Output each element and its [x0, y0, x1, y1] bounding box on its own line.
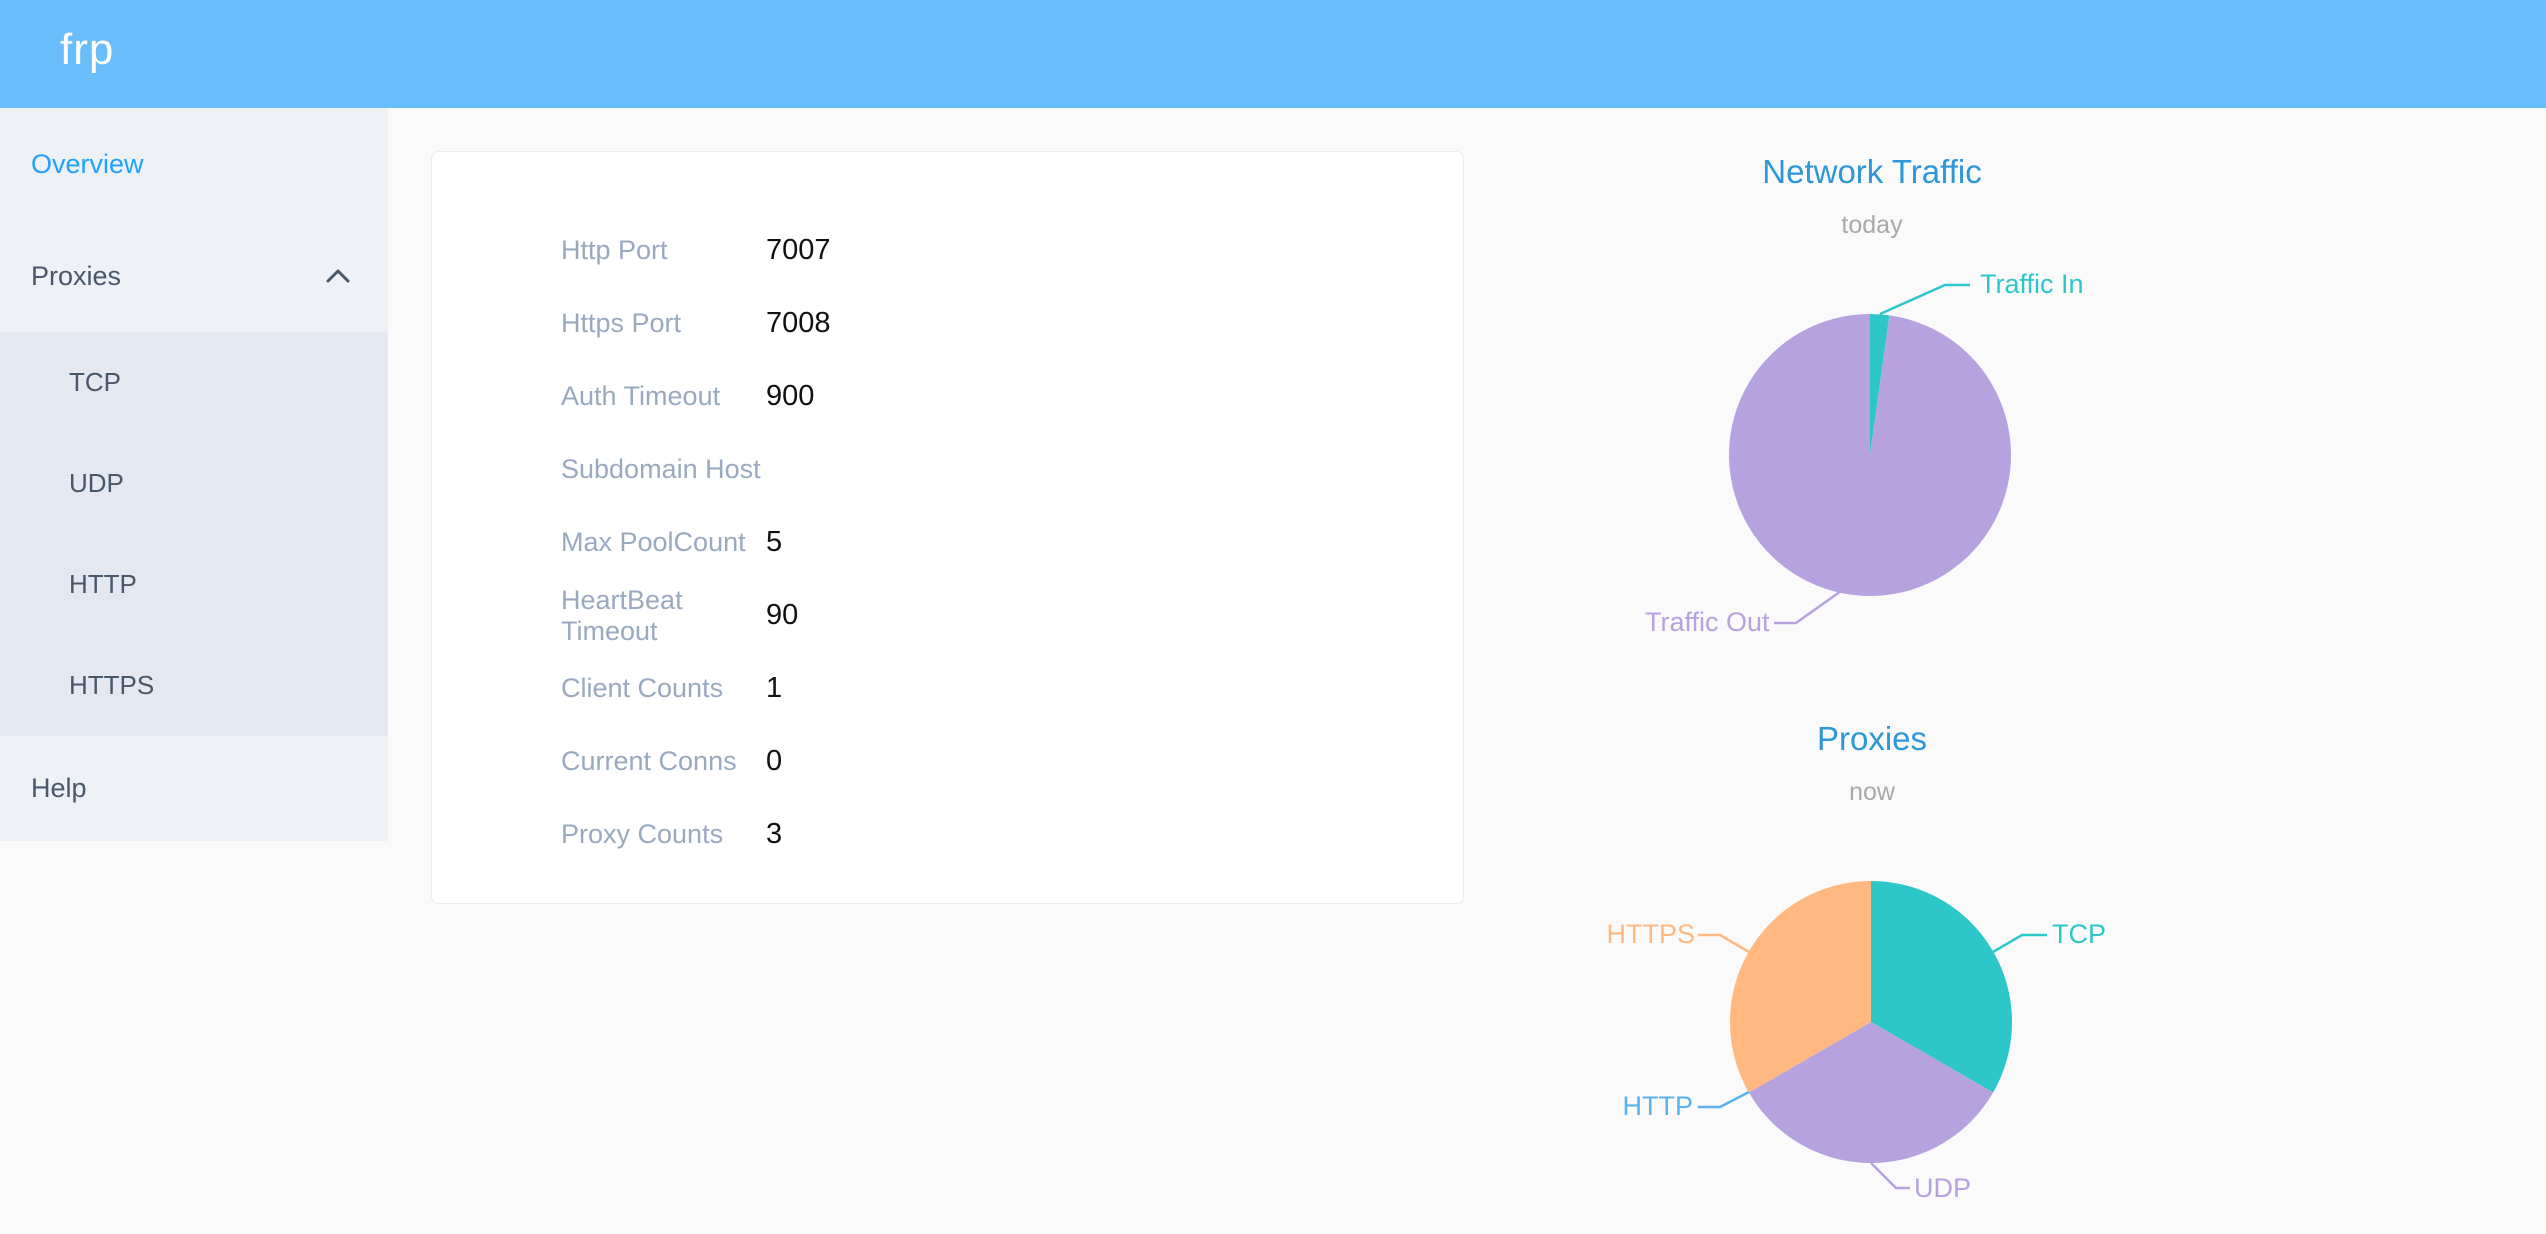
info-value: 900: [766, 380, 815, 412]
info-row-max-poolcount: Max PoolCount 5: [432, 506, 1463, 579]
pie-label-https: HTTPS: [1606, 919, 1695, 949]
pie-slice-https[interactable]: [1730, 881, 1871, 1093]
sidebar-item-http[interactable]: HTTP: [69, 569, 137, 599]
info-row-client-counts: Client Counts 1: [432, 652, 1463, 725]
sidebar-item-help[interactable]: Help: [0, 736, 388, 841]
sidebar-submenu-proxies: TCP UDP HTTP HTTPS: [0, 332, 388, 736]
pie-slice-tcp[interactable]: [1871, 881, 2012, 1093]
sidebar-item-https[interactable]: HTTPS: [69, 670, 155, 700]
proxies-title: Proxies: [1816, 720, 1928, 757]
info-row-auth-timeout: Auth Timeout 900: [432, 360, 1463, 433]
info-row-proxy-counts: Proxy Counts 3: [432, 798, 1463, 871]
label-line-https: [1698, 933, 1750, 954]
info-row-heartbeat-timeout: HeartBeat Timeout 90: [432, 579, 1463, 652]
network-traffic-chart: Network Traffic today Traffic In Traffic…: [1560, 140, 2184, 680]
info-row-subdomain-host: Subdomain Host: [432, 433, 1463, 506]
network-traffic-title: Network Traffic: [1762, 153, 1982, 190]
info-value: 5: [766, 526, 783, 558]
info-label: Subdomain Host: [561, 454, 761, 484]
pie-slice-udp[interactable]: [1748, 1022, 1994, 1163]
info-label: Https Port: [561, 308, 682, 338]
info-label: Client Counts: [561, 673, 724, 703]
info-value: 7007: [766, 234, 831, 266]
label-line-tcp: [1992, 933, 2047, 954]
sidebar-item-udp[interactable]: UDP: [69, 468, 124, 498]
pie-label-http: HTTP: [1622, 1091, 1694, 1121]
sidebar-item-proxies-label: Proxies: [31, 261, 122, 291]
pie-slice-traffic-in[interactable]: [1870, 314, 1890, 455]
label-line-udp: [1870, 1162, 1910, 1190]
sidebar-item-proxies[interactable]: Proxies: [0, 220, 388, 332]
network-traffic-subtitle: today: [1841, 211, 1903, 239]
info-label: Proxy Counts: [561, 819, 724, 849]
info-value: 1: [766, 672, 783, 704]
pie-slices: [1729, 314, 2011, 596]
app-logo: frp: [60, 25, 115, 74]
proxies-chart: Proxies now TCP UDP HTTP HTTPS: [1560, 700, 2184, 1234]
info-label: Current Conns: [561, 746, 737, 776]
sidebar: Overview Proxies TCP UDP HTTP HTTPS Help: [0, 108, 388, 841]
app-header: frp: [0, 0, 2546, 108]
pie-slice-traffic-out[interactable]: [1729, 314, 2011, 596]
info-value: 0: [766, 745, 783, 777]
pie-label-traffic-in: Traffic In: [1980, 269, 2084, 299]
sidebar-item-tcp[interactable]: TCP: [69, 367, 121, 397]
info-value: 90: [766, 599, 799, 631]
label-line-traffic-in: [1879, 283, 1970, 316]
label-line-traffic-out: [1774, 589, 1842, 625]
info-row-current-conns: Current Conns 0: [432, 725, 1463, 798]
chevron-up-icon: [326, 269, 350, 283]
sidebar-item-overview-label: Overview: [31, 149, 144, 179]
network-traffic-pie: [1729, 283, 2011, 625]
pie-slices: [1730, 881, 2012, 1163]
server-info-card: Http Port 7007 Https Port 7008 Auth Time…: [431, 151, 1464, 904]
sidebar-item-help-label: Help: [31, 773, 87, 803]
info-label: HeartBeat Timeout: [561, 584, 683, 646]
info-value: 3: [766, 818, 783, 850]
info-label: Auth Timeout: [561, 381, 721, 411]
pie-label-traffic-out: Traffic Out: [1645, 607, 1770, 637]
sidebar-item-overview[interactable]: Overview: [0, 108, 388, 220]
proxies-pie: [1698, 881, 2047, 1190]
info-row-https-port: Https Port 7008: [432, 287, 1463, 360]
pie-label-udp: UDP: [1914, 1173, 1972, 1203]
proxies-subtitle: now: [1849, 778, 1895, 806]
info-label: Http Port: [561, 235, 668, 265]
info-value: 7008: [766, 307, 831, 339]
label-line-http: [1698, 1090, 1750, 1109]
pie-label-tcp: TCP: [2052, 919, 2106, 949]
info-label: Max PoolCount: [561, 527, 746, 557]
info-row-http-port: Http Port 7007: [432, 214, 1463, 287]
